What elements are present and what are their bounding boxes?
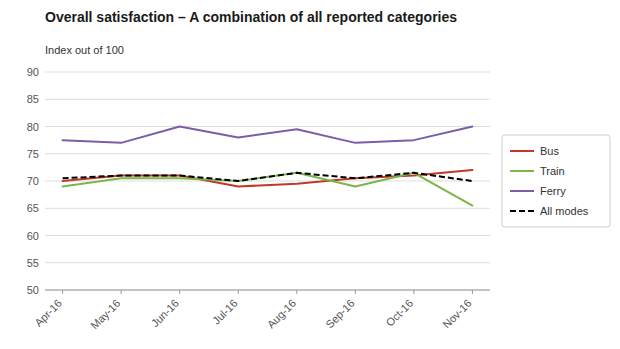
y-tick-label: 70 — [27, 175, 39, 187]
x-tick — [296, 290, 297, 294]
x-tick-label: Jun-16 — [149, 297, 181, 329]
series-line — [63, 173, 473, 206]
legend-label: Ferry — [540, 185, 566, 197]
legend: Bus Train Ferry All modes — [502, 135, 610, 227]
y-tick-label: 85 — [27, 93, 39, 105]
legend-box — [502, 135, 610, 227]
grid-line — [45, 290, 490, 291]
x-axis-line — [45, 290, 490, 291]
y-tick-label: 60 — [27, 230, 39, 242]
y-tick-label: 75 — [27, 148, 39, 160]
y-tick-label: 55 — [27, 257, 39, 269]
grid-line — [45, 235, 490, 236]
x-tick — [355, 290, 356, 294]
x-tick-label: Jul-16 — [210, 297, 240, 327]
legend-swatch — [510, 210, 534, 212]
x-tick-label: May-16 — [88, 297, 122, 331]
x-tick — [472, 290, 473, 294]
legend-swatch — [510, 150, 534, 152]
x-tick-label: Apr-16 — [32, 297, 64, 329]
grid-line — [45, 181, 490, 182]
grid-line — [45, 126, 490, 127]
x-tick-label: Nov-16 — [440, 297, 474, 331]
x-tick — [121, 290, 122, 294]
y-grid — [45, 72, 490, 290]
y-tick-label: 65 — [27, 202, 39, 214]
x-tick — [413, 290, 414, 294]
y-tick-label: 90 — [27, 66, 39, 78]
series-line — [63, 127, 473, 143]
y-axis-label: Index out of 100 — [45, 44, 124, 56]
x-tick — [179, 290, 180, 294]
legend-label: All modes — [540, 205, 589, 217]
legend-label: Train — [540, 165, 565, 177]
y-tick-label: 80 — [27, 121, 39, 133]
x-tick — [62, 290, 63, 294]
grid-line — [45, 72, 490, 73]
grid-line — [45, 99, 490, 100]
legend-swatch — [510, 190, 534, 192]
grid-line — [45, 153, 490, 154]
legend-label: Bus — [540, 145, 559, 157]
grid-line — [45, 262, 490, 263]
x-tick-label: Aug-16 — [265, 297, 299, 331]
grid-line — [45, 208, 490, 209]
lines — [63, 127, 473, 206]
x-tick-label: Oct-16 — [383, 297, 415, 329]
y-tick-label: 50 — [27, 284, 39, 296]
legend-swatch — [510, 170, 534, 172]
chart: Overall satisfaction – A combination of … — [0, 0, 620, 349]
series-line — [63, 173, 473, 181]
title: Overall satisfaction – A combination of … — [45, 9, 457, 25]
x-tick — [238, 290, 239, 294]
x-tick-label: Sep-16 — [323, 297, 357, 331]
